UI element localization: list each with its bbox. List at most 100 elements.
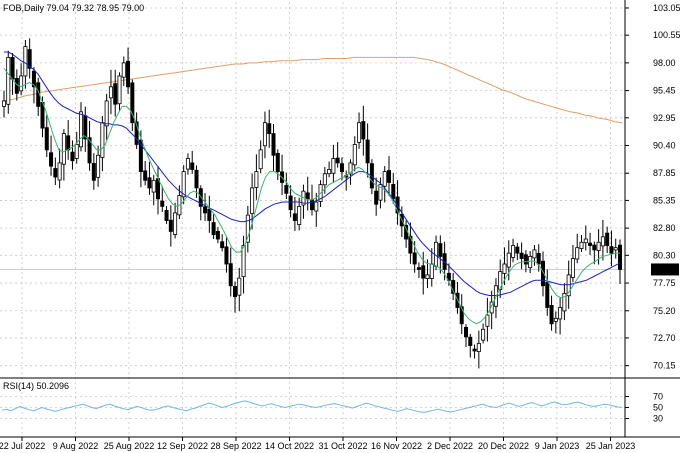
candle-body xyxy=(357,122,362,143)
candle-body xyxy=(228,263,233,287)
y-tick-label: 75.20 xyxy=(653,306,676,316)
candle-body xyxy=(117,75,122,105)
candle-body xyxy=(549,305,554,325)
candle-body xyxy=(194,169,199,189)
candle-body xyxy=(425,274,430,279)
candle-body xyxy=(592,244,597,251)
candle-body xyxy=(143,170,148,181)
candle-body xyxy=(108,86,113,99)
candle-body xyxy=(562,292,567,312)
candle-body xyxy=(309,199,314,211)
candle-body xyxy=(147,177,152,189)
candle-body xyxy=(113,83,118,105)
candle-body xyxy=(173,212,178,235)
candle-body xyxy=(2,100,7,107)
last-price-badge-text: 79.00 xyxy=(653,264,676,274)
y-tick-label: 80.30 xyxy=(653,250,676,260)
candle-body xyxy=(220,241,225,249)
candle-body xyxy=(523,254,528,265)
candle-body xyxy=(322,173,327,186)
x-tick-label: 31 Oct 2022 xyxy=(318,441,367,451)
candle-body xyxy=(211,222,216,236)
candle-body xyxy=(348,162,353,175)
candle-body xyxy=(91,163,96,181)
candle-body xyxy=(331,158,336,174)
ma-mid-polyline xyxy=(4,51,621,296)
y-tick-label: 100.55 xyxy=(653,30,680,40)
candle-body xyxy=(429,263,434,279)
rsi-tick-label: 70 xyxy=(653,392,663,402)
candle-body xyxy=(19,75,24,92)
candle-body xyxy=(485,314,490,327)
candle-body xyxy=(23,46,28,77)
x-tick-label: 22 Jul 2022 xyxy=(0,441,45,451)
candle-body xyxy=(138,139,143,173)
candle-body xyxy=(506,252,511,268)
candle-body xyxy=(618,244,623,270)
candle-body xyxy=(536,252,541,265)
candle-body xyxy=(27,49,32,69)
y-tick-label: 85.35 xyxy=(653,195,676,205)
candle-body xyxy=(421,265,426,279)
candle-body xyxy=(267,123,272,134)
x-tick-label: 2 Dec 2022 xyxy=(427,441,473,451)
x-tick-label: 28 Sep 2022 xyxy=(210,441,261,451)
candle-body xyxy=(126,60,131,88)
rsi-tick-label: 50 xyxy=(653,403,663,413)
candle-body xyxy=(121,62,126,78)
candle-body xyxy=(579,241,584,249)
candlestick-series xyxy=(2,38,623,369)
candle-body xyxy=(412,252,417,265)
candle-body xyxy=(395,196,400,214)
rsi-header: RSI(14) 50.2096 xyxy=(3,381,69,391)
x-tick-label: 9 Aug 2022 xyxy=(53,441,99,451)
y-tick-labels: 103.05 100.55 98.00 95.45 92.95 90.40 87.85 85.… xyxy=(625,3,680,371)
candle-body xyxy=(130,82,135,124)
candle-body xyxy=(275,152,280,173)
candle-body xyxy=(408,235,413,254)
candle-body xyxy=(181,171,186,198)
y-tick-label: 92.95 xyxy=(653,113,676,123)
candle-body xyxy=(232,286,237,298)
last-price-badge: 79.00 xyxy=(651,263,679,276)
y-tick-label: 72.70 xyxy=(653,333,676,343)
candle-body xyxy=(459,306,464,325)
candle-body xyxy=(14,78,19,94)
candle-body xyxy=(66,135,71,151)
candle-body xyxy=(378,184,383,201)
candle-body xyxy=(297,205,302,225)
rsi-polyline xyxy=(1,400,623,413)
candle-body xyxy=(511,245,516,258)
candle-body xyxy=(288,195,293,211)
candle-body xyxy=(6,57,11,105)
candle-body xyxy=(237,277,242,296)
x-tick-labels: 22 Jul 2022 9 Aug 2022 25 Aug 2022 12 Sep 2… xyxy=(0,437,635,451)
candle-body xyxy=(49,152,54,167)
candle-body xyxy=(541,260,546,287)
candle-body xyxy=(382,171,387,187)
candle-body xyxy=(588,242,593,246)
candle-body xyxy=(528,256,533,269)
candle-body xyxy=(151,179,156,193)
candle-body xyxy=(446,272,451,281)
candle-body xyxy=(250,187,255,214)
ma-slow-polyline xyxy=(3,56,623,124)
x-tick-label: 12 Sep 2022 xyxy=(157,441,208,451)
y-tick-label: 77.75 xyxy=(653,278,676,288)
candle-body xyxy=(365,139,370,164)
candle-body xyxy=(416,267,421,270)
candle-body xyxy=(532,249,537,259)
rsi-line xyxy=(1,400,623,413)
candle-body xyxy=(596,241,601,251)
candle-body xyxy=(160,200,165,207)
candle-body xyxy=(605,232,610,246)
candle-body xyxy=(87,137,92,164)
candle-body xyxy=(361,121,366,140)
candle-body xyxy=(498,271,503,290)
candle-body xyxy=(79,111,84,148)
x-tick-label: 14 Oct 2022 xyxy=(265,441,314,451)
candle-body xyxy=(245,214,250,243)
candle-body xyxy=(609,246,614,254)
candle-body xyxy=(472,348,477,352)
